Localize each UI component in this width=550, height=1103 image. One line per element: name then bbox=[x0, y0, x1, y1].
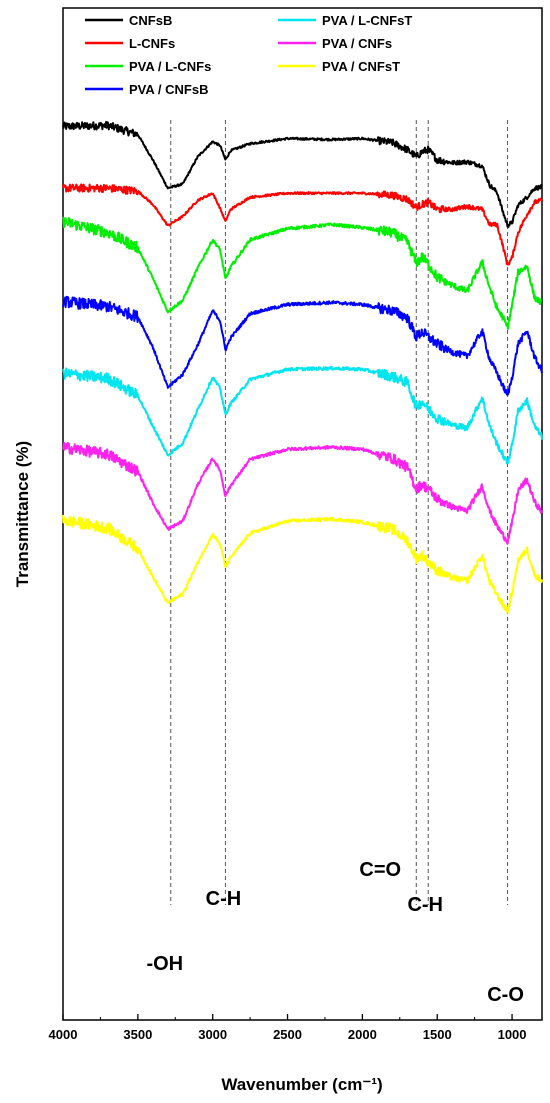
series-line-0 bbox=[62, 120, 543, 228]
x-tick-label-5: 1500 bbox=[423, 1027, 452, 1042]
x-tick-label-3: 2500 bbox=[273, 1027, 302, 1042]
legend-label-5: PVA / CNFs bbox=[322, 36, 392, 51]
annotation-4: C-O bbox=[487, 984, 524, 1006]
x-tick-label-6: 1000 bbox=[498, 1027, 527, 1042]
legend: CNFsB L-CNFs PVA / L-CNFs PVA / CNFsB PVA / … bbox=[85, 13, 412, 97]
y-axis-label: Transmittance (%) bbox=[13, 441, 32, 587]
series-line-3 bbox=[62, 295, 543, 396]
x-tick-label-4: 2000 bbox=[348, 1027, 377, 1042]
series-line-4 bbox=[62, 365, 543, 465]
series-group bbox=[62, 120, 543, 614]
annotation-2: C=O bbox=[359, 859, 401, 881]
series-line-5 bbox=[62, 441, 543, 545]
series-line-6 bbox=[62, 514, 543, 614]
x-tick-label-1: 3500 bbox=[123, 1027, 152, 1042]
legend-label-3: PVA / CNFsB bbox=[129, 82, 208, 97]
series-line-1 bbox=[62, 183, 543, 266]
annotation-3: C-H bbox=[407, 894, 443, 916]
x-axis-label: Wavenumber (cm⁻¹) bbox=[221, 1075, 382, 1094]
series-line-2 bbox=[62, 216, 543, 330]
legend-label-0: CNFsB bbox=[129, 13, 172, 28]
reference-lines bbox=[170, 120, 509, 905]
annotation-0: -OH bbox=[146, 953, 183, 975]
plot-frame bbox=[62, 7, 543, 1021]
legend-label-4: PVA / L-CNFsT bbox=[322, 13, 412, 28]
x-tick-label-2: 3000 bbox=[198, 1027, 227, 1042]
x-ticks: 4000 3500 3000 2500 2000 1500 1000 bbox=[49, 1014, 527, 1042]
legend-label-6: PVA / CNFsT bbox=[322, 59, 400, 74]
legend-label-1: L-CNFs bbox=[129, 36, 175, 51]
x-tick-label-0: 4000 bbox=[49, 1027, 78, 1042]
legend-label-2: PVA / L-CNFs bbox=[129, 59, 211, 74]
annotation-1: C-H bbox=[206, 888, 242, 910]
annotations: -OH C-H C=O C-H C-O bbox=[146, 859, 523, 1006]
